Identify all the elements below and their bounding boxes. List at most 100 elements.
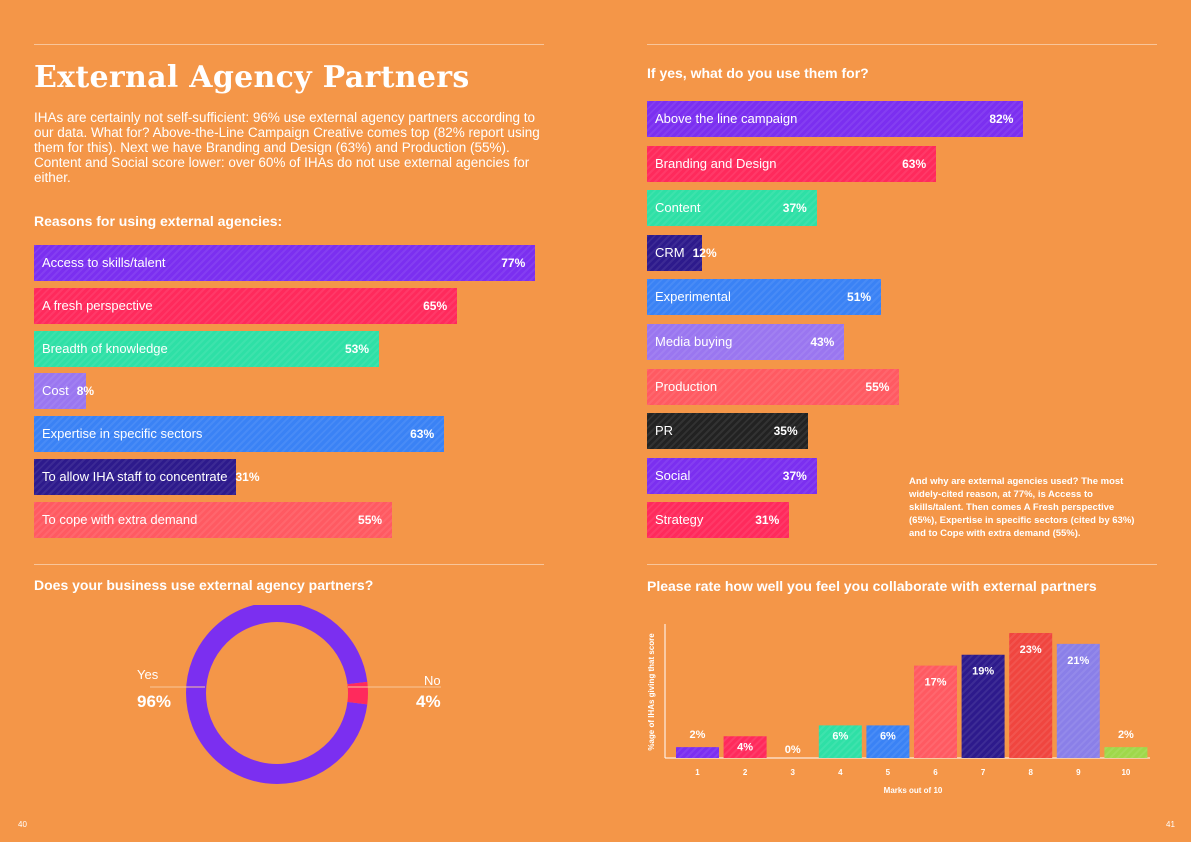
rating-bar-value: 6% bbox=[880, 730, 896, 742]
rating-x-tick: 4 bbox=[838, 768, 843, 777]
uses-bar: Branding and Design 63% bbox=[647, 145, 937, 182]
uses-bar-label: Content bbox=[655, 200, 701, 216]
uses-bar-label: Strategy bbox=[655, 512, 704, 528]
uses-bar: Content 37% bbox=[647, 190, 817, 227]
divider-mid-left bbox=[34, 564, 544, 565]
reasons-bar-label: A fresh perspective bbox=[42, 297, 153, 313]
uses-bar: PR 35% bbox=[647, 413, 808, 450]
uses-bar: CRM 12% bbox=[647, 234, 717, 271]
rating-x-tick: 5 bbox=[886, 768, 891, 777]
reasons-note: And why are external agencies used? The … bbox=[909, 476, 1135, 539]
uses-bar-value: 31% bbox=[755, 513, 780, 528]
uses-bar-value: 35% bbox=[773, 424, 798, 439]
rating-x-tick: 7 bbox=[981, 768, 986, 777]
rating-bar-value: 23% bbox=[1020, 644, 1042, 656]
uses-bar: Media buying 43% bbox=[647, 324, 845, 360]
rating-bar-texture bbox=[914, 665, 957, 758]
uses-bar-value: 12% bbox=[692, 245, 717, 260]
uses-bar: Strategy 31% bbox=[647, 502, 790, 539]
donut-no-segment bbox=[186, 605, 368, 784]
rating-bar-chart: 2% 1 4% 2 0% 3 6% 4 6% 5 17% 6 19% 7 23% 8 21% 9 2% 10 Marks… bbox=[647, 624, 1150, 795]
divider-mid-right bbox=[647, 564, 1157, 565]
rating-bar-value: 0% bbox=[785, 744, 801, 756]
uses-bar-label: Media buying bbox=[655, 334, 733, 349]
rating-x-tick: 9 bbox=[1076, 768, 1081, 777]
uses-bar-label: CRM bbox=[655, 244, 685, 260]
reasons-bar-value: 53% bbox=[344, 341, 370, 356]
reasons-bar: Breadth of knowledge 53% bbox=[34, 330, 380, 367]
uses-bar-label: Experimental bbox=[655, 289, 731, 305]
uses-bar-value: 82% bbox=[989, 112, 1014, 126]
donut-chart bbox=[150, 605, 441, 784]
uses-bar-value: 37% bbox=[782, 468, 807, 483]
reasons-bar-value: 65% bbox=[423, 298, 448, 313]
page-number-right: 41 bbox=[1166, 820, 1175, 829]
reasons-bar-value: 77% bbox=[501, 256, 526, 270]
reasons-bar-label: Cost bbox=[42, 383, 69, 399]
rating-bar-texture bbox=[1009, 633, 1053, 758]
rating-bar-texture bbox=[1104, 747, 1148, 758]
uses-bar-value: 43% bbox=[810, 335, 835, 349]
rating-x-tick: 6 bbox=[933, 768, 938, 777]
reasons-bar: To allow IHA staff to concentrate 31% bbox=[34, 459, 260, 495]
uses-bar: Production 55% bbox=[647, 368, 900, 405]
rating-bar-value: 2% bbox=[1118, 729, 1134, 741]
uses-bar-label: Social bbox=[655, 467, 691, 483]
donut-yes-segment bbox=[186, 605, 368, 784]
reasons-bar-label: To allow IHA staff to concentrate bbox=[42, 469, 228, 484]
rating-x-tick: 2 bbox=[743, 768, 748, 777]
reasons-bar-value: 63% bbox=[410, 427, 435, 442]
rating-chart-title: Please rate how well you feel you collab… bbox=[647, 578, 1097, 594]
reasons-bar: Expertise in specific sectors 63% bbox=[34, 416, 445, 453]
uses-bar-label: Branding and Design bbox=[655, 155, 777, 171]
reasons-bar-value: 8% bbox=[76, 384, 95, 399]
divider-top-right bbox=[647, 44, 1157, 45]
reasons-bar: Access to skills/talent 77% bbox=[34, 245, 536, 281]
rating-bar-value: 2% bbox=[690, 729, 706, 741]
uses-bar-value: 55% bbox=[865, 379, 890, 394]
rating-y-axis-label: %age of IHAs giving that score bbox=[647, 633, 656, 751]
rating-bar-texture bbox=[1056, 643, 1100, 758]
rating-x-tick: 10 bbox=[1121, 768, 1130, 777]
donut-chart-title: Does your business use external agency p… bbox=[34, 577, 374, 593]
rating-bar-texture bbox=[723, 736, 767, 758]
uses-bar-value: 63% bbox=[902, 156, 927, 171]
reasons-bar: A fresh perspective 65% bbox=[34, 287, 458, 324]
uses-bar: Experimental 51% bbox=[647, 279, 882, 316]
divider-top-left bbox=[34, 44, 544, 45]
uses-bar-label: Production bbox=[655, 378, 718, 394]
uses-bar: Above the line campaign 82% bbox=[647, 101, 1024, 137]
rating-x-tick: 1 bbox=[695, 768, 700, 777]
reasons-bar-label: Access to skills/talent bbox=[42, 255, 166, 270]
page-number-left: 40 bbox=[18, 820, 27, 829]
uses-bar-label: PR bbox=[655, 423, 674, 439]
reasons-bar-label: Breadth of knowledge bbox=[42, 340, 168, 356]
rating-bar-texture bbox=[866, 725, 910, 758]
reasons-bar-label: To cope with extra demand bbox=[42, 511, 198, 527]
reasons-bar: To cope with extra demand 55% bbox=[34, 501, 393, 538]
rating-x-tick: 3 bbox=[790, 768, 795, 777]
reasons-bar-value: 55% bbox=[358, 512, 383, 527]
reasons-bar-value: 31% bbox=[235, 470, 260, 484]
reasons-bar-label: Expertise in specific sectors bbox=[42, 426, 203, 442]
intro-paragraph: IHAs are certainly not self-sufficient: … bbox=[34, 110, 540, 185]
page-title: External Agency Partners bbox=[34, 60, 470, 95]
uses-bar-label: Above the line campaign bbox=[655, 111, 798, 126]
rating-bar-value: 6% bbox=[832, 730, 848, 742]
reasons-chart-title: Reasons for using external agencies: bbox=[34, 213, 283, 229]
rating-bar-value: 21% bbox=[1067, 655, 1089, 667]
rating-bar-value: 19% bbox=[972, 666, 994, 678]
uses-bar-value: 51% bbox=[847, 290, 872, 305]
rating-x-tick: 8 bbox=[1028, 768, 1033, 777]
uses-bar: Social 37% bbox=[647, 457, 817, 494]
rating-bar-value: 17% bbox=[924, 677, 946, 689]
uses-chart-title: If yes, what do you use them for? bbox=[647, 65, 869, 81]
donut-no-label: No bbox=[424, 673, 441, 688]
rating-bar-texture bbox=[676, 747, 719, 758]
rating-bar-texture bbox=[818, 725, 862, 758]
rating-x-axis-label: Marks out of 10 bbox=[884, 786, 943, 795]
donut-no-value: 4% bbox=[416, 692, 441, 711]
rating-bar-value: 4% bbox=[737, 741, 753, 753]
reasons-bar: Cost 8% bbox=[34, 373, 94, 410]
uses-bar-value: 37% bbox=[782, 201, 807, 216]
